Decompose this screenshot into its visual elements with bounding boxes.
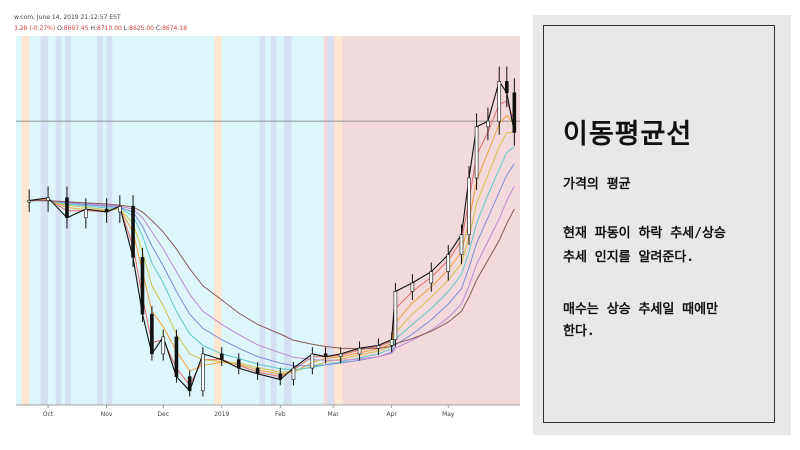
candle-body xyxy=(376,345,381,349)
candle-body xyxy=(201,353,205,392)
highlight-stripe xyxy=(106,36,113,405)
explanation-panel: 이동평균선 가격의 평균 현재 파동이 하락 추세/상승 추세 인지를 알려준다… xyxy=(533,15,791,435)
explanation-box: 이동평균선 가격의 평균 현재 파동이 하락 추세/상승 추세 인지를 알려준다… xyxy=(543,25,775,423)
highlight-stripe xyxy=(259,36,266,405)
candle-body xyxy=(131,206,135,258)
candle-body xyxy=(104,208,109,213)
candle-body xyxy=(467,177,471,235)
chart-header-ohlc: 3.28 (-0.27%) O:8697.45 H:8710.00 L:8625… xyxy=(14,25,187,32)
candle-body xyxy=(459,234,464,255)
candle-body xyxy=(27,200,32,203)
x-tick-label: Oct xyxy=(43,411,54,418)
high-label: H: xyxy=(90,25,98,32)
highlight-stripe xyxy=(21,36,30,405)
candle-body xyxy=(174,336,179,377)
panel-text-line-4: 한다. xyxy=(563,324,595,339)
uptrend-zone xyxy=(323,36,520,405)
highlight-stripe xyxy=(327,36,334,405)
low-label: L: xyxy=(123,25,130,32)
candle-body xyxy=(497,81,502,122)
close-value: 8674.18 xyxy=(162,25,187,32)
candle-body xyxy=(323,353,328,358)
candle-body xyxy=(140,257,145,315)
candle-body xyxy=(84,208,88,218)
candle-body xyxy=(310,353,315,369)
open-value: 8697.45 xyxy=(63,25,89,32)
candle-body xyxy=(278,373,283,380)
price-chart: Oct Nov Dec 2019 Feb Mar Apr May w.com, June 14… xyxy=(14,14,520,418)
x-tick-label: Apr xyxy=(386,411,397,418)
high-value: 8710.00 xyxy=(97,25,122,32)
x-tick-label: May xyxy=(442,411,455,418)
candle-body xyxy=(118,206,122,213)
x-tick-label: Dec xyxy=(157,411,169,418)
candle-body xyxy=(512,92,517,133)
highlight-stripe xyxy=(40,36,49,405)
downtrend-zone xyxy=(16,36,324,405)
highlight-stripe xyxy=(335,36,343,405)
highlight-stripe xyxy=(55,36,62,405)
candle-body xyxy=(357,347,362,355)
candle-body xyxy=(474,126,479,179)
candle-body xyxy=(187,376,192,392)
candle-body xyxy=(429,271,434,284)
x-tick-label: 2019 xyxy=(214,411,229,418)
open-label: O: xyxy=(57,25,64,32)
candle-body xyxy=(410,282,415,292)
x-tick-label: Nov xyxy=(101,411,113,418)
panel-text-line-2: 추세 인지를 알려준다. xyxy=(563,250,695,265)
candle-body xyxy=(236,359,241,369)
highlight-stripe xyxy=(270,36,277,405)
x-tick-label: Mar xyxy=(327,411,339,418)
candle-body xyxy=(255,367,260,375)
candle-body xyxy=(65,197,69,218)
candle-body xyxy=(446,254,451,272)
candle-body xyxy=(389,339,394,346)
panel-subtitle: 가격의 평균 xyxy=(563,177,631,192)
candle-body xyxy=(504,81,509,94)
candle-body xyxy=(486,120,490,128)
candle-body xyxy=(219,353,224,360)
candle-body xyxy=(161,336,166,355)
close-label: C: xyxy=(155,25,163,32)
highlight-stripe xyxy=(97,36,103,405)
highlight-stripe xyxy=(284,36,292,405)
chart-canvas: Oct Nov Dec 2019 Feb Mar Apr May xyxy=(16,36,520,418)
candle-body xyxy=(291,367,296,380)
panel-text-line-3: 매수는 상승 추세일 때에만 xyxy=(563,302,719,317)
moving-average-line xyxy=(29,186,515,361)
candle-body xyxy=(46,197,50,201)
chart-header-datetime: w.com, June 14, 2019 21:12:57 EST xyxy=(14,14,121,21)
panel-text-line-1: 현재 파동이 하락 추세/상승 xyxy=(563,226,726,241)
candle-body xyxy=(393,291,398,341)
highlight-stripe xyxy=(65,36,71,405)
price-change: 3.28 (-0.27%) xyxy=(14,25,56,32)
panel-title: 이동평균선 xyxy=(563,119,693,150)
candle-body xyxy=(338,353,343,358)
moving-average-line xyxy=(29,200,515,350)
candle-body xyxy=(150,313,154,355)
low-value: 8625.00 xyxy=(129,25,154,32)
highlight-stripe xyxy=(214,36,222,405)
x-tick-label: Feb xyxy=(275,411,286,418)
